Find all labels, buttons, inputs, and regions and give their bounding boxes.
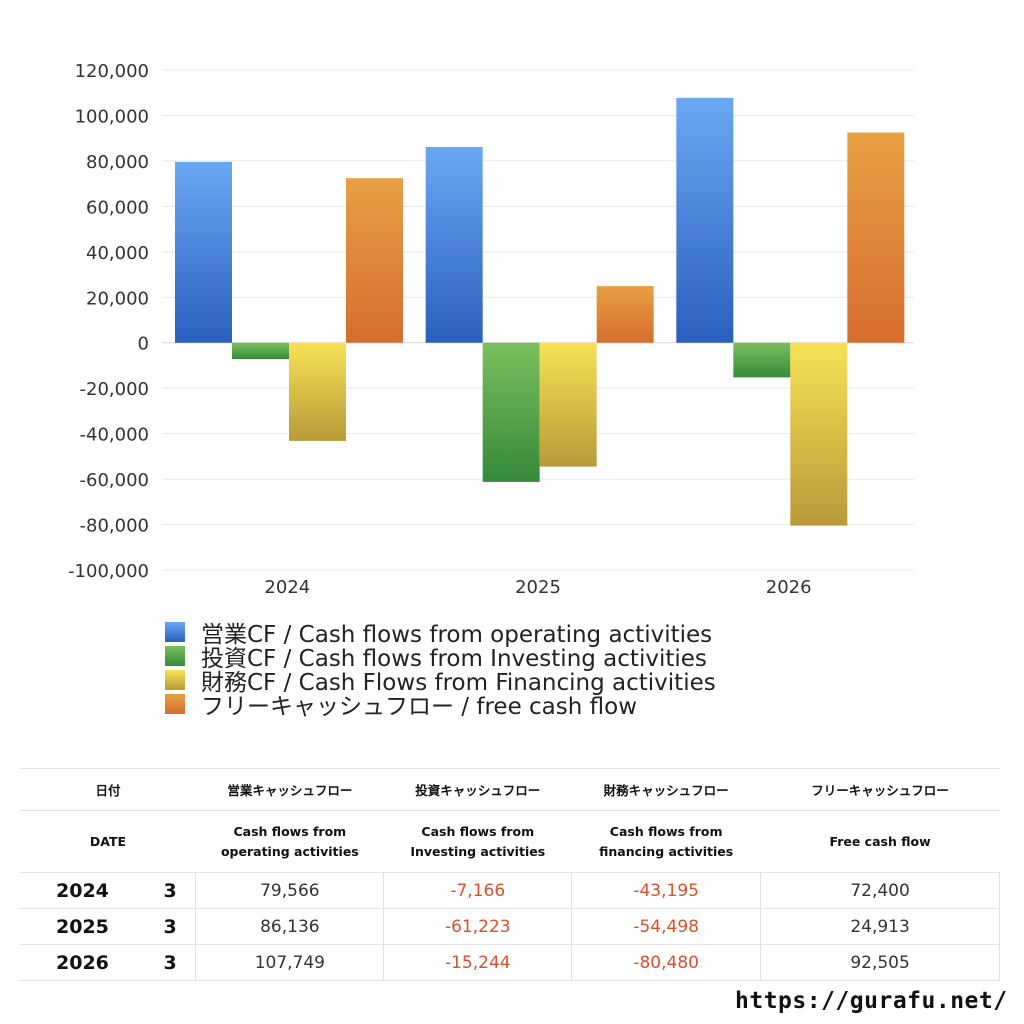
- cell-investing: -61,223: [383, 908, 573, 945]
- y-tick-label: 60,000: [86, 197, 149, 218]
- bar-investing-2026: [733, 342, 791, 378]
- cell-investing: -7,166: [383, 872, 573, 909]
- legend-swatch-financing: [165, 670, 185, 690]
- bar-financing-2026: [790, 342, 848, 526]
- x-tick-label: 2025: [515, 577, 561, 598]
- header-investing-en: Cash flows from Investing activities: [383, 810, 572, 873]
- cell-year: 2025: [20, 908, 145, 945]
- y-tick-label: 40,000: [86, 243, 149, 264]
- cell-month: 3: [144, 944, 197, 981]
- bar-free-2025: [596, 286, 654, 343]
- y-tick-label: -100,000: [68, 561, 149, 582]
- cell-financing: -80,480: [571, 944, 762, 981]
- bar-financing-2025: [539, 342, 597, 467]
- bar-free-2024: [346, 178, 403, 343]
- cell-free: 92,505: [760, 944, 1000, 981]
- cell-free: 72,400: [760, 872, 1000, 909]
- y-tick-label: -40,000: [80, 425, 149, 446]
- header-free-en-line1: Free cash flow: [829, 833, 931, 849]
- cell-year: 2026: [20, 944, 145, 981]
- header-financing-jp: 財務キャッシュフロー: [571, 768, 761, 811]
- header-financing-en: Cash flows from financing activities: [571, 810, 761, 873]
- table-row: 2026 3 107,749 -15,244 -80,480 92,505: [20, 944, 1000, 981]
- header-financing-en-line2: financing activities: [599, 843, 734, 859]
- x-tick-label: 2024: [264, 577, 310, 598]
- header-investing-en-line2: Investing activities: [410, 843, 546, 859]
- cash-flow-chart: 120,000 100,000 80,000 60,000 40,000 20,000 0 -…: [68, 61, 914, 598]
- cell-month: 3: [144, 872, 197, 909]
- legend-item-investing: 投資CF / Cash flows from Investing activit…: [165, 644, 716, 672]
- header-free-jp: フリーキャッシュフロー: [760, 768, 1000, 811]
- table-header-en: DATE Cash flows from operating activities…: [20, 810, 1000, 873]
- legend-label-free: フリーキャッシュフロー / free cash flow: [201, 694, 638, 720]
- cell-operating: 86,136: [195, 908, 385, 945]
- table-row: 2025 3 86,136 -61,223 -54,498 24,913: [20, 908, 1000, 945]
- y-tick-label: -60,000: [80, 470, 149, 491]
- legend-item-operating: 営業CF / Cash flows from operating activit…: [165, 620, 716, 648]
- header-free-en: Free cash flow: [760, 810, 1000, 873]
- bars: [175, 97, 905, 526]
- legend-swatch-investing: [165, 646, 185, 666]
- bar-operating-2024: [175, 161, 232, 343]
- bar-operating-2026: [676, 97, 734, 343]
- cash-flow-table: 日付 営業キャッシュフロー 投資キャッシュフロー 財務キャッシュフロー フリーキ…: [20, 768, 1000, 981]
- header-investing-en-line1: Cash flows from: [421, 823, 535, 839]
- bar-investing-2024: [232, 342, 289, 360]
- y-tick-label: -20,000: [80, 379, 149, 400]
- y-tick-label: 120,000: [75, 61, 149, 82]
- cell-year: 2024: [20, 872, 145, 909]
- x-axis-labels: 2024 2025 2026: [264, 577, 811, 598]
- y-tick-label: 100,000: [75, 106, 149, 127]
- legend-label-financing: 財務CF / Cash Flows from Financing activit…: [201, 670, 716, 696]
- y-tick-label: 20,000: [86, 288, 149, 309]
- cell-financing: -43,195: [571, 872, 762, 909]
- table-header-jp: 日付 営業キャッシュフロー 投資キャッシュフロー 財務キャッシュフロー フリーキ…: [20, 768, 1000, 811]
- header-operating-en-line1: Cash flows from: [233, 823, 347, 839]
- header-date-en: DATE: [20, 810, 196, 873]
- cell-investing: -15,244: [383, 944, 573, 981]
- legend-label-operating: 営業CF / Cash flows from operating activit…: [201, 622, 713, 648]
- site-url[interactable]: https://gurafu.net/: [735, 988, 1008, 1014]
- header-financing-en-line1: Cash flows from: [609, 823, 723, 839]
- bar-operating-2025: [425, 146, 483, 343]
- y-tick-label: 0: [138, 334, 149, 355]
- bar-financing-2024: [289, 342, 346, 441]
- cell-month: 3: [144, 908, 197, 945]
- y-tick-label: -80,000: [80, 516, 149, 537]
- header-operating-en: Cash flows from operating activities: [195, 810, 384, 873]
- header-operating-en-line2: operating activities: [220, 843, 359, 859]
- cell-operating: 79,566: [195, 872, 385, 909]
- legend-item-free: フリーキャッシュフロー / free cash flow: [165, 692, 716, 720]
- y-axis-labels: 120,000 100,000 80,000 60,000 40,000 20,000 0 -…: [68, 61, 149, 582]
- bar-free-2026: [847, 132, 905, 343]
- header-operating-jp: 営業キャッシュフロー: [195, 768, 384, 811]
- legend-swatch-free: [165, 694, 185, 714]
- header-investing-jp: 投資キャッシュフロー: [383, 768, 572, 811]
- legend-item-financing: 財務CF / Cash Flows from Financing activit…: [165, 668, 716, 696]
- bar-investing-2025: [482, 342, 540, 482]
- legend-swatch-operating: [165, 622, 185, 642]
- header-date-en-line1: DATE: [89, 833, 127, 849]
- cell-financing: -54,498: [571, 908, 762, 945]
- legend-label-investing: 投資CF / Cash flows from Investing activit…: [201, 646, 707, 672]
- y-tick-label: 80,000: [86, 152, 149, 173]
- table-row: 2024 3 79,566 -7,166 -43,195 72,400: [20, 872, 1000, 909]
- x-tick-label: 2026: [766, 577, 812, 598]
- cell-operating: 107,749: [195, 944, 385, 981]
- header-date-jp: 日付: [20, 768, 196, 811]
- cell-free: 24,913: [760, 908, 1000, 945]
- legend: 営業CF / Cash flows from operating activit…: [165, 620, 716, 720]
